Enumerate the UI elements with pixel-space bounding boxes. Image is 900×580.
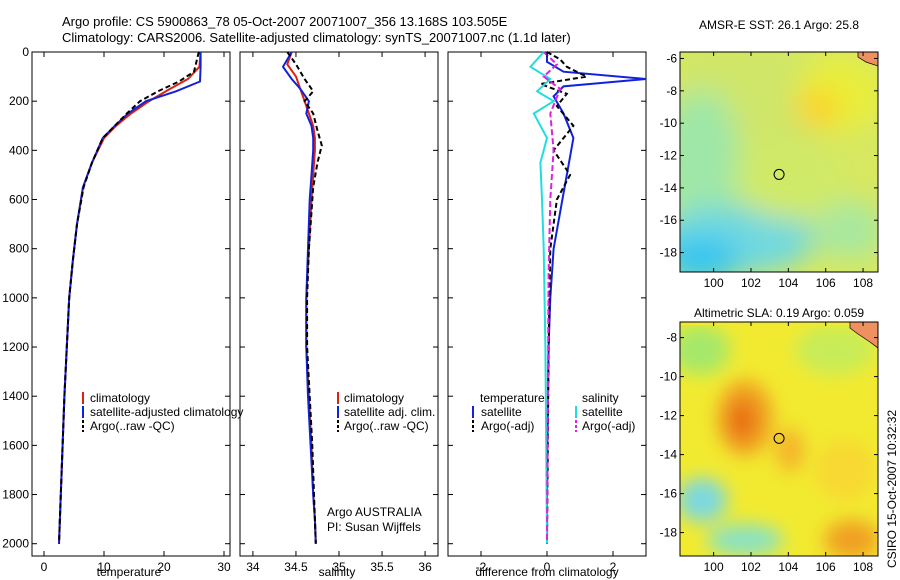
temperature-series bbox=[58, 51, 202, 544]
y-tick-label: -16 bbox=[660, 213, 678, 227]
temperature-legend: climatology satellite-adjusted climatolo… bbox=[82, 391, 243, 433]
y-tick-label: -8 bbox=[666, 331, 677, 345]
legend-title-temperature: temperature bbox=[480, 391, 545, 405]
x-tick-label: 0 bbox=[544, 560, 551, 574]
header-line-2: Climatology: CARS2006. Satellite-adjuste… bbox=[62, 30, 571, 45]
sla-map-frame bbox=[679, 321, 879, 557]
x-tick-label: 108 bbox=[853, 560, 873, 574]
sst-axis: 100 102 104 106 108 -6 -8 -10 -12 -14 -16 -18 bbox=[660, 51, 878, 290]
series-line-argo-raw-qc bbox=[286, 51, 323, 544]
difference-series bbox=[528, 51, 647, 544]
legend-label-climatology: climatology bbox=[90, 391, 150, 405]
legend-title-salinity: salinity bbox=[582, 391, 619, 405]
y-tick-label: 1400 bbox=[2, 389, 29, 403]
x-tick-label: 34 bbox=[246, 560, 260, 574]
legend-label-sal-argo: Argo(-adj) bbox=[582, 419, 635, 433]
argo-australia-annotation: Argo AUSTRALIA bbox=[327, 505, 422, 519]
sst-map-frame bbox=[679, 51, 879, 273]
x-tick-label: 2 bbox=[610, 560, 617, 574]
y-tick-label: 200 bbox=[9, 94, 29, 108]
pi-annotation: PI: Susan Wijffels bbox=[327, 520, 421, 534]
y-tick-label: 1600 bbox=[2, 438, 29, 452]
legend-label-argo: Argo(..raw -QC) bbox=[344, 419, 429, 433]
y-tick-label: -8 bbox=[666, 84, 677, 98]
y-tick-label: -14 bbox=[660, 448, 678, 462]
x-tick-label: 10 bbox=[97, 560, 111, 574]
y-tick-label: 600 bbox=[9, 193, 29, 207]
y-tick-label: -14 bbox=[660, 181, 678, 195]
x-tick-label: 100 bbox=[704, 276, 724, 290]
sla-heatmap bbox=[680, 322, 878, 556]
x-tick-label: 106 bbox=[816, 276, 836, 290]
legend-label-climatology: climatology bbox=[344, 391, 404, 405]
temperature-axis: 0 10 20 30 0 200 400 600 800 1000 1200 1400 1600 1800… bbox=[2, 45, 231, 574]
temperature-plot-frame bbox=[31, 51, 231, 557]
legend-label-temp-satellite: satellite bbox=[481, 405, 522, 419]
x-tick-label: 20 bbox=[157, 560, 171, 574]
float-position-marker bbox=[773, 168, 785, 180]
legend-label-argo: Argo(..raw -QC) bbox=[90, 419, 175, 433]
float-position-marker bbox=[773, 432, 785, 444]
land-mass bbox=[849, 322, 878, 349]
y-tick-label: 1800 bbox=[2, 488, 29, 502]
temperature-xlabel: temperature bbox=[97, 565, 162, 579]
y-tick-label: -10 bbox=[660, 370, 678, 384]
sla-axis: 100 102 104 106 108 -8 -10 -12 -14 -16 -18 bbox=[660, 322, 878, 574]
series-line-salinity-satellite bbox=[528, 51, 556, 544]
series-line-argo-raw-qc bbox=[58, 51, 200, 544]
salinity-plot-frame bbox=[239, 51, 439, 557]
difference-axis: -2 0 2 bbox=[448, 51, 646, 574]
series-line-satellite-adj-clim bbox=[281, 51, 317, 544]
x-tick-label: 104 bbox=[778, 276, 798, 290]
difference-legend: temperature satellite Argo(-adj) salinit… bbox=[472, 391, 635, 433]
y-tick-label: 0 bbox=[22, 45, 29, 59]
x-tick-label: 36 bbox=[418, 560, 432, 574]
legend-label-sal-satellite: satellite bbox=[582, 405, 623, 419]
salinity-xlabel: salinity bbox=[319, 565, 356, 579]
x-tick-label: 106 bbox=[816, 560, 836, 574]
y-tick-label: -10 bbox=[660, 116, 678, 130]
salinity-legend: climatology satellite adj. clim. Argo(..… bbox=[337, 391, 435, 433]
y-tick-label: 800 bbox=[9, 242, 29, 256]
x-tick-label: 108 bbox=[853, 276, 873, 290]
difference-xlabel: difference from climatology bbox=[475, 565, 618, 579]
y-tick-label: 2000 bbox=[2, 537, 29, 551]
x-tick-label: 102 bbox=[741, 276, 761, 290]
y-tick-label: -12 bbox=[660, 149, 678, 163]
sst-map-title: AMSR-E SST: 26.1 Argo: 25.8 bbox=[699, 18, 859, 32]
credit-timestamp: CSIRO 15-Oct-2007 10:32:32 bbox=[885, 410, 899, 568]
legend-label-satellite: satellite adj. clim. bbox=[344, 405, 435, 419]
y-tick-label: -6 bbox=[666, 51, 677, 65]
legend-label-temp-argo: Argo(-adj) bbox=[481, 419, 534, 433]
x-tick-label: 35 bbox=[332, 560, 346, 574]
legend-label-satellite: satellite-adjusted climatology bbox=[90, 405, 243, 419]
header-line-1: Argo profile: CS 5900863_78 05-Oct-2007 … bbox=[62, 14, 508, 29]
y-tick-label: -18 bbox=[660, 526, 678, 540]
sst-heatmap bbox=[680, 52, 878, 272]
x-tick-label: 104 bbox=[778, 560, 798, 574]
x-tick-label: 0 bbox=[41, 560, 48, 574]
x-tick-label: -2 bbox=[476, 560, 487, 574]
salinity-series bbox=[281, 51, 323, 544]
series-line-temperature-argo-adj bbox=[536, 51, 590, 544]
series-line-satellite-adjusted-climatology bbox=[58, 52, 202, 544]
y-tick-label: -18 bbox=[660, 246, 678, 260]
x-tick-label: 34.5 bbox=[284, 560, 308, 574]
x-tick-label: 102 bbox=[741, 560, 761, 574]
series-line-salinity-argo-adj bbox=[542, 51, 562, 544]
y-tick-label: 1200 bbox=[2, 340, 29, 354]
y-tick-label: -12 bbox=[660, 409, 678, 423]
x-tick-label: 30 bbox=[217, 560, 231, 574]
x-tick-label: 100 bbox=[704, 560, 724, 574]
salinity-axis: 34 34.5 35 35.5 36 bbox=[240, 51, 438, 574]
x-tick-label: 35.5 bbox=[370, 560, 394, 574]
y-tick-label: -16 bbox=[660, 487, 678, 501]
y-tick-label: 1000 bbox=[2, 291, 29, 305]
sla-map-title: Altimetric SLA: 0.19 Argo: 0.059 bbox=[694, 306, 864, 320]
y-tick-label: 400 bbox=[9, 143, 29, 157]
